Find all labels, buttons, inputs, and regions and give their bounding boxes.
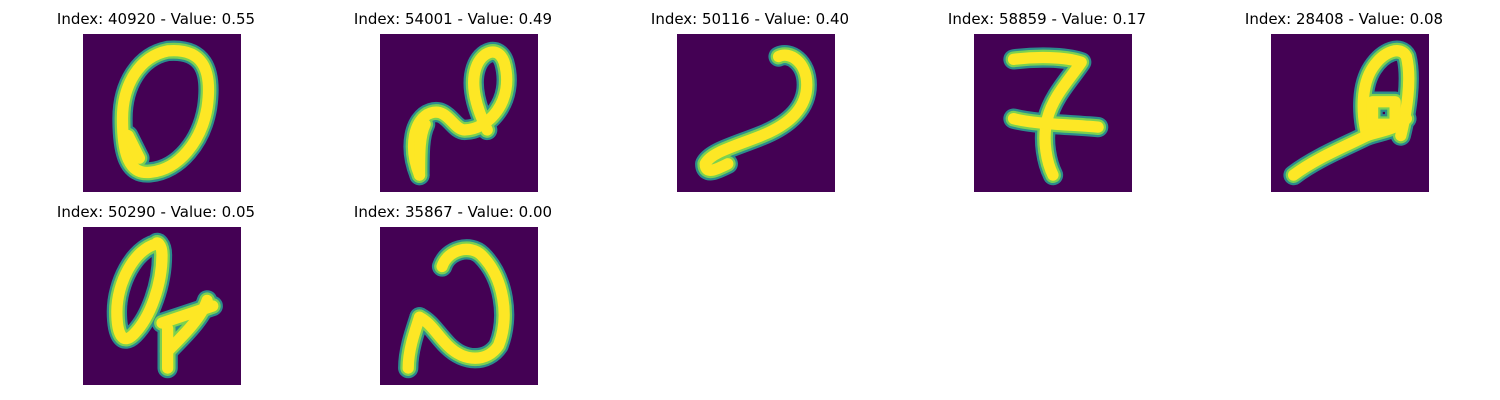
digit-image-two	[380, 227, 538, 385]
panel-7: Index: 35867 - Value: 0.00	[303, 193, 603, 386]
panel-title: Index: 50116 - Value: 0.40	[600, 10, 900, 28]
digit-image-zero	[83, 34, 241, 192]
panel-title: Index: 40920 - Value: 0.55	[6, 10, 306, 28]
digit-image-zero-four	[83, 227, 241, 385]
digit-image-two	[380, 34, 538, 192]
panel-title: Index: 50290 - Value: 0.05	[6, 203, 306, 221]
panel-5: Index: 28408 - Value: 0.08	[1194, 0, 1494, 193]
panel-1: Index: 40920 - Value: 0.55	[6, 0, 306, 193]
digit-image-seven	[974, 34, 1132, 192]
panel-title: Index: 58859 - Value: 0.17	[897, 10, 1197, 28]
panel-4: Index: 58859 - Value: 0.17	[897, 0, 1197, 193]
panel-6: Index: 50290 - Value: 0.05	[6, 193, 306, 386]
panel-title: Index: 54001 - Value: 0.49	[303, 10, 603, 28]
panel-title: Index: 28408 - Value: 0.08	[1194, 10, 1494, 28]
panel-2: Index: 54001 - Value: 0.49	[303, 0, 603, 193]
digit-image-two	[677, 34, 835, 192]
digit-image-four	[1271, 34, 1429, 192]
panel-title: Index: 35867 - Value: 0.00	[303, 203, 603, 221]
panel-3: Index: 50116 - Value: 0.40	[600, 0, 900, 193]
